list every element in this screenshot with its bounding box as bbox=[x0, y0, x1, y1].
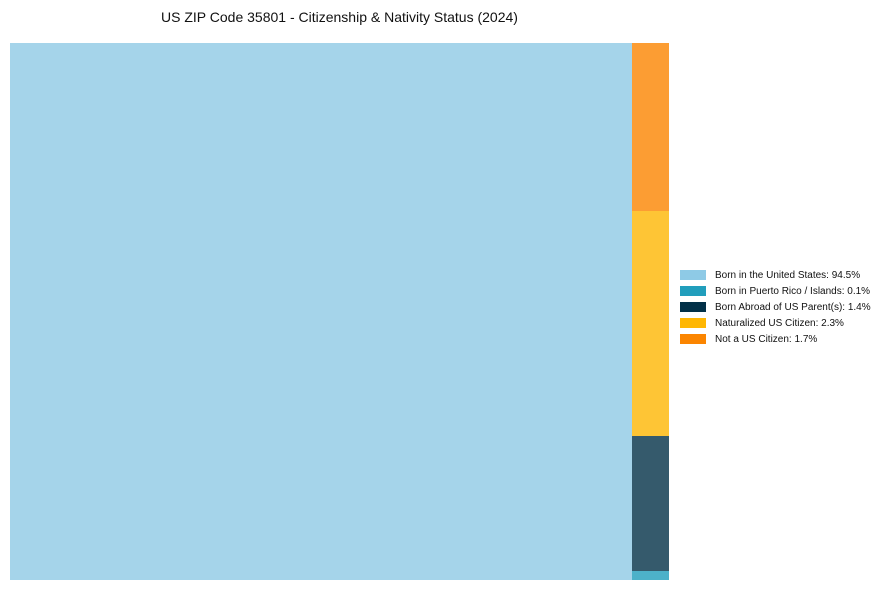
legend-swatch bbox=[680, 318, 706, 328]
legend-item-born-pr: Born in Puerto Rico / Islands: 0.1% bbox=[680, 283, 871, 299]
legend-label: Born in Puerto Rico / Islands: 0.1% bbox=[715, 285, 871, 297]
legend-label: Naturalized US Citizen: 2.3% bbox=[715, 317, 844, 329]
legend-item-naturalized: Naturalized US Citizen: 2.3% bbox=[680, 315, 871, 331]
legend-swatch bbox=[680, 302, 706, 312]
legend-item-born-us: Born in the United States: 94.5% bbox=[680, 267, 871, 283]
legend-swatch bbox=[680, 270, 706, 280]
legend-label: Born Abroad of US Parent(s): 1.4% bbox=[715, 301, 871, 313]
legend-label: Born in the United States: 94.5% bbox=[715, 269, 861, 281]
treemap-tile-born-in-the-united-states bbox=[10, 43, 632, 580]
legend-item-not-citizen: Not a US Citizen: 1.7% bbox=[680, 331, 871, 347]
treemap-tile-naturalized-us-citizen bbox=[632, 211, 669, 436]
legend-swatch bbox=[680, 286, 706, 296]
treemap-tile-born-in-puerto-rico-islands bbox=[632, 571, 669, 580]
chart-title: US ZIP Code 35801 - Citizenship & Nativi… bbox=[161, 9, 518, 25]
treemap-tile-not-a-us-citizen bbox=[632, 43, 669, 211]
treemap-tile-born-abroad-of-us-parent-s- bbox=[632, 436, 669, 571]
legend-swatch bbox=[680, 334, 706, 344]
legend-item-born-abroad: Born Abroad of US Parent(s): 1.4% bbox=[680, 299, 871, 315]
legend: Born in the United States: 94.5% Born in… bbox=[680, 267, 871, 347]
legend-label: Not a US Citizen: 1.7% bbox=[715, 333, 818, 345]
